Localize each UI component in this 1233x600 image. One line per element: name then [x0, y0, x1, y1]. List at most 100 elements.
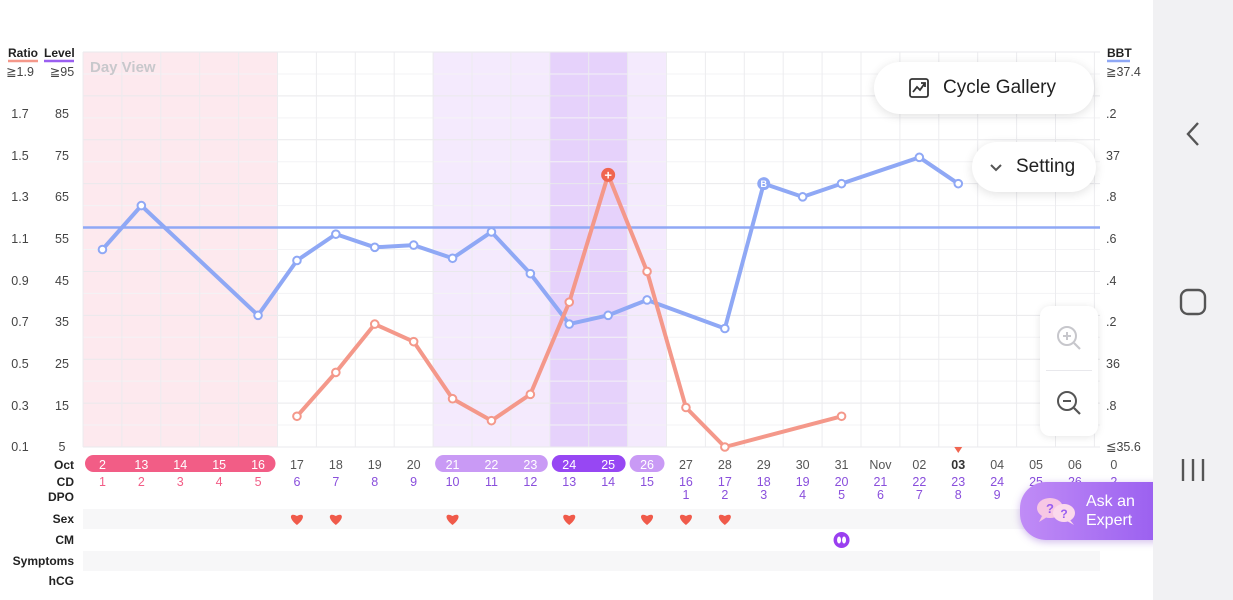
level-tick-label: 45 [55, 274, 69, 288]
ratio-tick-label: ≧1.9 [6, 65, 34, 79]
system-navigation-bar [1153, 0, 1233, 600]
zoom-in-button[interactable] [1040, 306, 1098, 370]
level-tick-label: ≧95 [50, 65, 74, 79]
level-tick-label: 35 [55, 315, 69, 329]
date-label: 30 [796, 458, 810, 472]
level-tick-label: 25 [55, 357, 69, 371]
level-tick-label: 75 [55, 149, 69, 163]
date-label: 13 [134, 458, 148, 472]
lh-point [408, 336, 419, 347]
home-button[interactable] [1153, 272, 1233, 332]
lh-point [642, 266, 652, 277]
cycle-day-label: 17 [718, 475, 732, 489]
dpo-label: 2 [721, 488, 728, 502]
bbt-point [369, 242, 380, 253]
ratio-tick-label: 0.7 [11, 315, 28, 329]
home-square-icon [1179, 288, 1207, 316]
zoom-in-icon [1057, 326, 1081, 350]
cycle-day-label: 18 [757, 475, 771, 489]
chevron-down-icon [990, 164, 1002, 172]
event-row-bg [83, 572, 1100, 592]
bbt-tick-label: 37 [1106, 149, 1120, 163]
lh-point [486, 415, 497, 426]
date-pill-fertile [629, 455, 665, 472]
recent-apps-button[interactable] [1153, 440, 1233, 500]
recent-apps-icon [1181, 459, 1205, 481]
bbt-point [914, 152, 925, 163]
date-label: 26 [640, 458, 654, 472]
bbt-point [953, 178, 964, 189]
cycle-day-label: 1 [99, 475, 106, 489]
cycle-day-label: 13 [562, 475, 576, 489]
date-label: 28 [718, 458, 732, 472]
date-label: 02 [912, 458, 926, 472]
cycle-day-label: 12 [523, 475, 537, 489]
ratio-tick-label: 0.9 [11, 274, 28, 288]
level-tick-label: 15 [55, 399, 69, 413]
bbt-point [292, 255, 302, 266]
level-tick-label: 55 [55, 232, 69, 246]
svg-text:?: ? [1046, 501, 1054, 516]
date-label: 31 [835, 458, 849, 472]
heart-icon [718, 514, 731, 525]
heart-icon [563, 514, 576, 525]
date-label: 23 [523, 458, 537, 472]
dpo-label: 1 [682, 488, 689, 502]
heart-icon [679, 514, 692, 525]
date-label: Nov [869, 458, 892, 472]
cycle-day-label: 24 [990, 475, 1004, 489]
bbt-point [331, 229, 341, 239]
coverline-start-marker: B [761, 179, 768, 189]
ask-an-expert-button[interactable]: ? ? Ask an Expert [1020, 482, 1160, 540]
heart-icon [641, 514, 654, 525]
level-header: Level [44, 46, 75, 60]
row-label-symptoms: Symptoms [13, 554, 75, 568]
bbt-point [564, 319, 575, 329]
setting-button[interactable]: Setting [972, 142, 1096, 192]
bbt-tick-label: .4 [1106, 274, 1116, 288]
cervical-mucus-icon [833, 532, 850, 548]
date-pill-period [85, 455, 276, 472]
bbt-point [97, 244, 108, 255]
ratio-tick-label: 0.1 [11, 440, 28, 454]
row-label-month: Oct [54, 458, 74, 472]
cycle-gallery-button[interactable]: Cycle Gallery [874, 62, 1094, 114]
today-marker [954, 447, 963, 453]
zoom-out-button[interactable] [1040, 371, 1098, 435]
bbt-tick-label: ≧37.4 [1106, 65, 1141, 79]
bbt-tick-label: 36 [1106, 357, 1120, 371]
dpo-label: 3 [760, 488, 767, 502]
event-row-bg [83, 531, 1100, 551]
bbt-tick-label: .8 [1106, 399, 1116, 413]
zoom-controls [1040, 306, 1098, 436]
row-label-cm: CM [55, 533, 74, 547]
cycle-day-label: 10 [446, 475, 460, 489]
bbt-tick-label: .2 [1106, 315, 1116, 329]
cycle-day-label: 20 [835, 475, 849, 489]
bbt-point [408, 240, 419, 250]
bbt-tick-label: ≦35.6 [1106, 440, 1141, 454]
lh-point [447, 393, 458, 404]
cervical-mucus-icon-detail [837, 536, 842, 544]
date-label: 21 [446, 458, 460, 472]
dpo-label: 9 [994, 488, 1001, 502]
lh-point [720, 442, 730, 452]
date-label: 19 [368, 458, 382, 472]
date-label: 25 [601, 458, 615, 472]
date-label: 22 [484, 458, 498, 472]
cycle-day-label: 9 [410, 475, 417, 489]
date-label: 20 [407, 458, 421, 472]
chart-svg: Ratio Level BBT Day View ≧1.9 1.7 1.5 1.3 1.1 0.9… [6, 46, 1141, 592]
level-tick-label: 5 [59, 440, 66, 454]
bbt-point [642, 295, 652, 305]
ratio-tick-label: 1.3 [11, 190, 28, 204]
row-label-cd: CD [57, 475, 75, 489]
cycle-day-label: 7 [332, 475, 339, 489]
back-button[interactable] [1153, 104, 1233, 164]
bbt-point [836, 178, 847, 189]
date-label: 17 [290, 458, 304, 472]
bbt-point [603, 310, 613, 321]
cycle-day-label: 11 [485, 475, 498, 489]
lh-point [836, 411, 847, 422]
lh-point [292, 411, 302, 422]
